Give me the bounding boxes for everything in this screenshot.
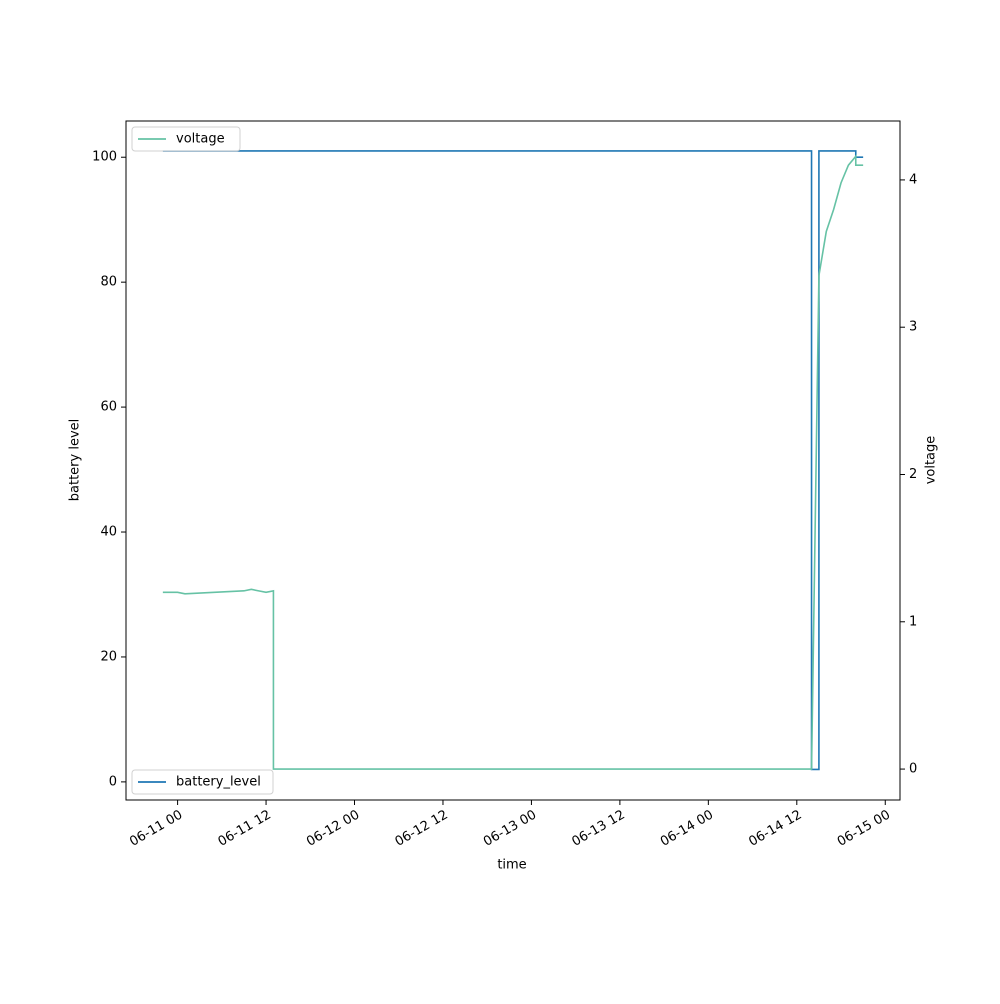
x-tick-label: 06-15 00 <box>835 808 893 850</box>
y2-tick-label: 1 <box>909 614 917 629</box>
x-tick-label: 06-13 00 <box>481 808 539 850</box>
x-tick-label: 06-11 00 <box>127 808 185 850</box>
y2-tick-label: 3 <box>909 320 917 335</box>
y2-tick-label: 0 <box>909 762 917 777</box>
plot-frame <box>125 120 901 801</box>
legend: voltage <box>131 126 241 152</box>
legend-label: voltage <box>176 132 225 147</box>
x-tick-label: 06-14 00 <box>658 808 716 850</box>
y2-tick-label: 2 <box>909 467 917 482</box>
y-tick-label: 40 <box>100 525 117 540</box>
series-line <box>162 150 864 771</box>
x-tick-label: 06-12 12 <box>393 808 451 850</box>
x-tick-label: 06-14 12 <box>746 808 804 850</box>
x-tick-label: 06-12 00 <box>304 808 362 850</box>
y-tick-label: 20 <box>100 649 117 664</box>
y-tick-label: 0 <box>109 774 117 789</box>
x-tick-label: 06-11 12 <box>216 808 274 850</box>
x-tick-label: 06-13 12 <box>570 808 628 850</box>
legend-box <box>131 769 274 795</box>
y2-tick-label: 4 <box>909 172 917 187</box>
legend: battery_level <box>131 769 274 795</box>
y-tick-label: 60 <box>100 400 117 415</box>
y2-axis-label: voltage <box>924 436 939 485</box>
series-line <box>162 154 864 770</box>
y-axis-label: battery level <box>68 419 83 502</box>
y-tick-label: 100 <box>92 150 117 165</box>
legend-box <box>131 126 241 152</box>
y-tick-label: 80 <box>100 275 117 290</box>
x-axis-label: time <box>497 858 526 873</box>
legend-label: battery_level <box>176 775 261 790</box>
